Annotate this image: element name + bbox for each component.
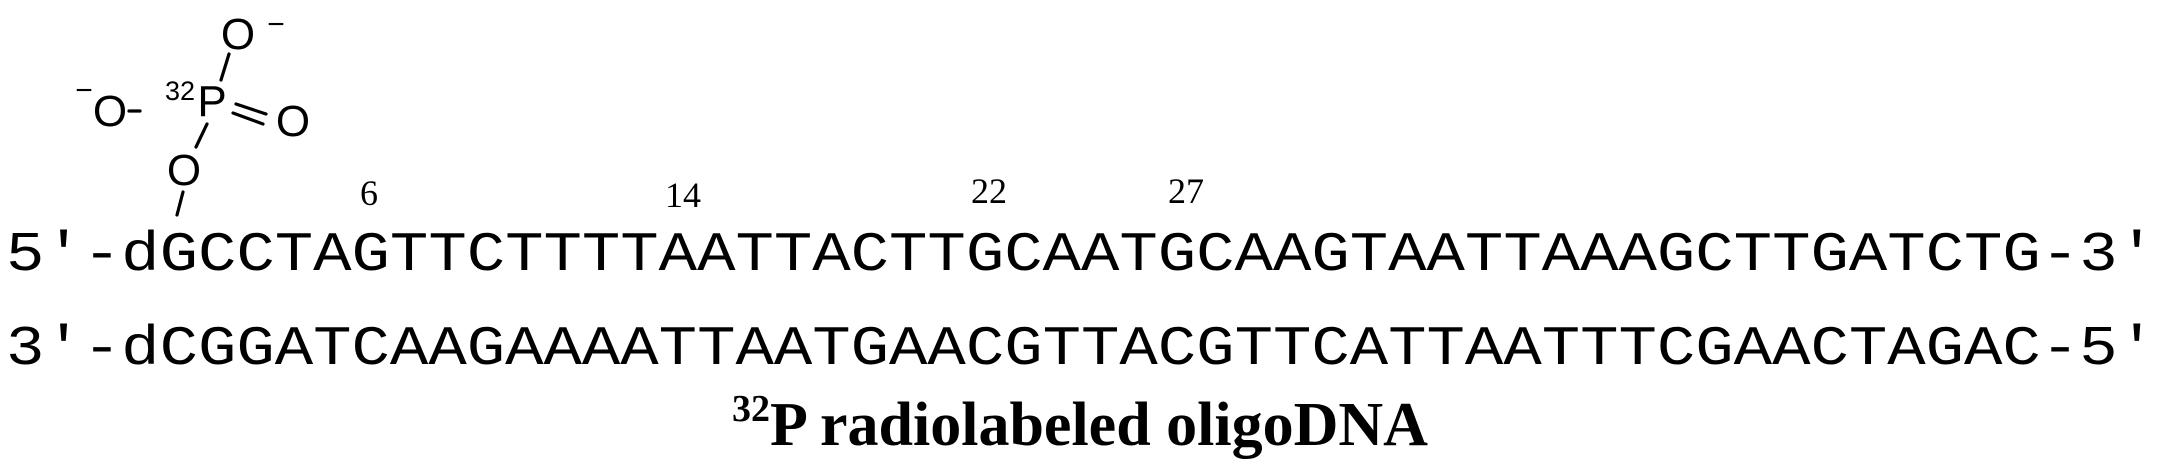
charge-top: −: [267, 8, 285, 41]
phosphate-oxygen-right: O: [276, 97, 310, 146]
bond-o-sugar: [175, 190, 185, 217]
position-label-14: 14: [665, 175, 701, 215]
isotope-label: 32: [165, 76, 195, 106]
position-label-22: 22: [971, 171, 1007, 211]
phosphorus-atom: P: [197, 77, 226, 126]
caption: 32P radiolabeled oligoDNA: [732, 388, 1428, 459]
phosphate-oxygen-top: O: [221, 10, 255, 59]
top-strand-sequence: 5'-dGCCTAGTTCTTTTAATTACTTGCAATGCAAGTAATT…: [6, 223, 2156, 287]
phosphate-oxygen-bottom: O: [167, 146, 201, 195]
bond-p-o-double-2: [231, 111, 265, 126]
bond-p-o-top: [219, 52, 231, 82]
phosphate-oxygen-left: O: [93, 87, 127, 136]
position-markers: 6 14 22 27: [360, 171, 1204, 215]
bottom-strand-sequence: 3'-dCGGATCAAGAAAATTAATGAACGTTACGTTCATTAA…: [6, 317, 2156, 381]
caption-text: P radiolabeled oligoDNA: [770, 391, 1428, 459]
position-label-27: 27: [1168, 171, 1204, 211]
bond-p-o-bottom: [194, 122, 209, 149]
charge-left: −: [75, 74, 93, 107]
position-label-6: 6: [360, 173, 378, 213]
caption-superscript: 32: [732, 388, 770, 430]
bond-p-o-double-1: [234, 102, 268, 116]
phosphate-group: O − − O 32 P O O: [75, 8, 310, 217]
